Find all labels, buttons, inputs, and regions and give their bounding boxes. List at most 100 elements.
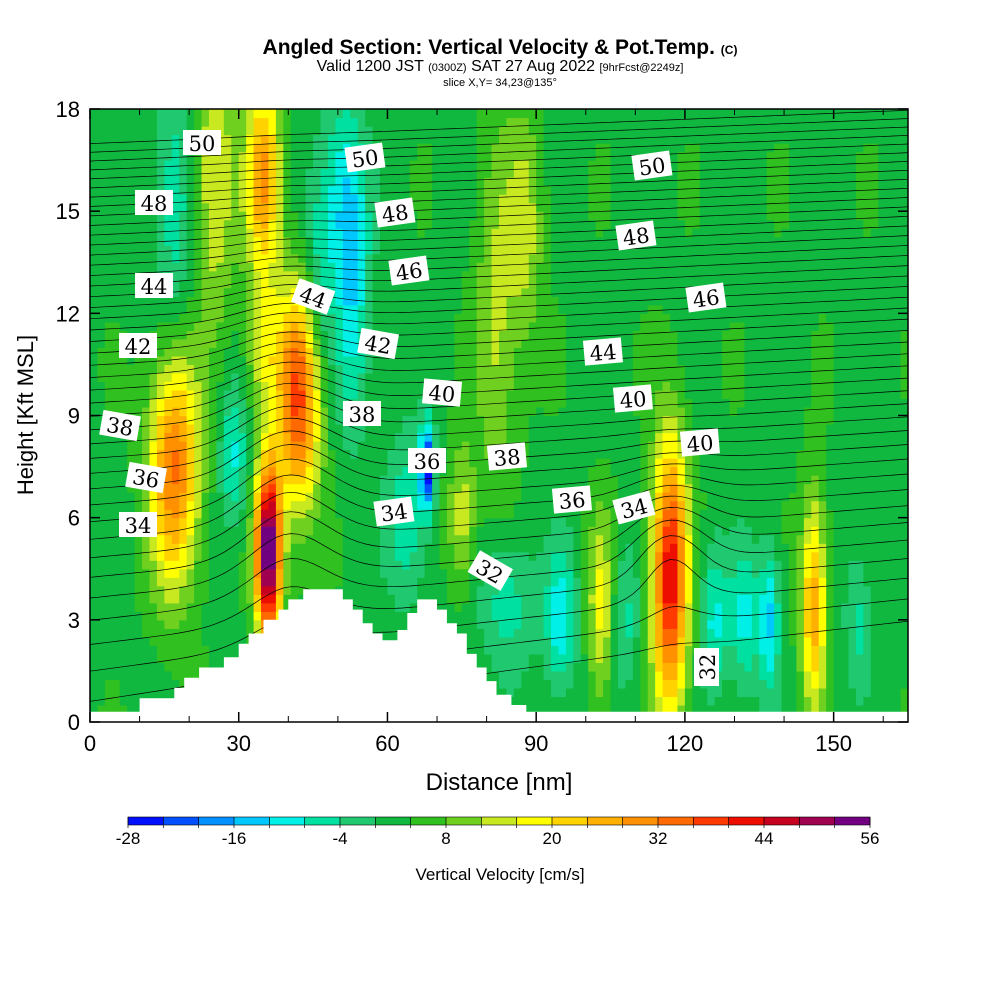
velocity-cell: [194, 398, 203, 408]
velocity-cell: [506, 126, 515, 136]
velocity-cell: [558, 696, 567, 706]
velocity-cell: [223, 143, 232, 153]
velocity-cell: [565, 636, 574, 646]
velocity-cell: [603, 543, 612, 553]
velocity-cell: [350, 219, 359, 229]
velocity-cell: [372, 245, 381, 255]
velocity-cell: [558, 372, 567, 383]
velocity-cell: [305, 577, 314, 587]
velocity-cell: [365, 466, 374, 476]
velocity-cell: [350, 109, 359, 119]
velocity-cell: [104, 449, 113, 459]
velocity-cell: [171, 143, 180, 153]
velocity-cell: [104, 517, 113, 527]
velocity-cell: [499, 645, 508, 655]
velocity-cell: [432, 415, 441, 425]
velocity-cell: [573, 398, 582, 408]
velocity-cell: [104, 143, 113, 153]
velocity-cell: [521, 645, 530, 655]
velocity-cell: [350, 594, 359, 604]
velocity-cell: [417, 330, 426, 340]
velocity-cell: [216, 449, 225, 459]
velocity-cell: [97, 679, 106, 689]
velocity-cell: [119, 619, 128, 629]
velocity-cell: [268, 398, 277, 408]
velocity-cell: [446, 219, 455, 229]
velocity-cell: [149, 134, 158, 144]
velocity-cell: [484, 475, 493, 485]
velocity-cell: [327, 296, 336, 306]
velocity-cell: [112, 211, 121, 221]
velocity-cell: [119, 219, 128, 229]
velocity-cell: [201, 381, 210, 391]
velocity-cell: [313, 449, 322, 459]
velocity-cell: [156, 389, 165, 400]
velocity-cell: [223, 441, 232, 451]
velocity-cell: [380, 262, 389, 272]
velocity-cell: [149, 389, 158, 400]
velocity-cell: [290, 424, 299, 434]
velocity-cell: [327, 372, 336, 383]
velocity-cell: [290, 228, 299, 238]
velocity-cell: [424, 585, 433, 595]
velocity-cell: [491, 126, 500, 136]
velocity-cell: [573, 602, 582, 612]
velocity-cell: [216, 415, 225, 425]
velocity-cell: [335, 151, 344, 161]
velocity-cell: [179, 211, 188, 221]
velocity-cell: [156, 534, 165, 544]
velocity-cell: [543, 670, 552, 681]
velocity-cell: [246, 611, 255, 621]
velocity-cell: [231, 372, 240, 383]
velocity-cell: [320, 347, 329, 357]
velocity-cell: [432, 355, 441, 366]
velocity-cell: [402, 185, 411, 195]
velocity-cell: [283, 398, 292, 408]
velocity-cell: [313, 372, 322, 383]
velocity-cell: [424, 577, 433, 587]
velocity-cell: [208, 262, 218, 272]
velocity-cell: [454, 534, 463, 544]
velocity-cell: [261, 594, 270, 604]
velocity-cell: [580, 526, 589, 536]
velocity-cell: [253, 449, 262, 459]
velocity-cell: [149, 662, 158, 672]
velocity-cell: [603, 594, 612, 604]
subtitle-date: SAT 27 Aug 2022: [471, 58, 596, 75]
velocity-cell: [275, 347, 284, 357]
velocity-cell: [380, 492, 389, 502]
velocity-cell: [90, 236, 99, 246]
velocity-cell: [335, 381, 344, 391]
velocity-cell: [551, 185, 560, 195]
velocity-cell: [327, 177, 336, 187]
velocity-cell: [588, 381, 597, 391]
velocity-cell: [365, 304, 374, 314]
velocity-cell: [417, 509, 426, 519]
velocity-cell: [528, 492, 537, 502]
velocity-cell: [521, 194, 530, 204]
velocity-cell: [491, 296, 500, 306]
velocity-cell: [208, 432, 218, 442]
velocity-cell: [104, 296, 113, 306]
velocity-cell: [521, 551, 530, 561]
velocity-cell: [238, 594, 247, 604]
velocity-cell: [134, 304, 143, 314]
velocity-cell: [223, 517, 232, 527]
velocity-cell: [283, 458, 292, 468]
velocity-cell: [186, 372, 195, 383]
velocity-cell: [335, 389, 344, 400]
velocity-cell: [424, 500, 433, 510]
velocity-cell: [595, 483, 604, 493]
velocity-cell: [484, 372, 493, 383]
velocity-cell: [223, 330, 232, 340]
velocity-cell: [506, 415, 515, 425]
velocity-cell: [90, 543, 99, 553]
velocity-cell: [223, 466, 232, 476]
velocity-cell: [350, 236, 359, 246]
velocity-cell: [595, 177, 604, 187]
velocity-cell: [573, 126, 582, 136]
velocity-cell: [573, 543, 582, 553]
velocity-cell: [372, 270, 381, 280]
velocity-cell: [372, 602, 381, 612]
velocity-cell: [528, 653, 537, 663]
